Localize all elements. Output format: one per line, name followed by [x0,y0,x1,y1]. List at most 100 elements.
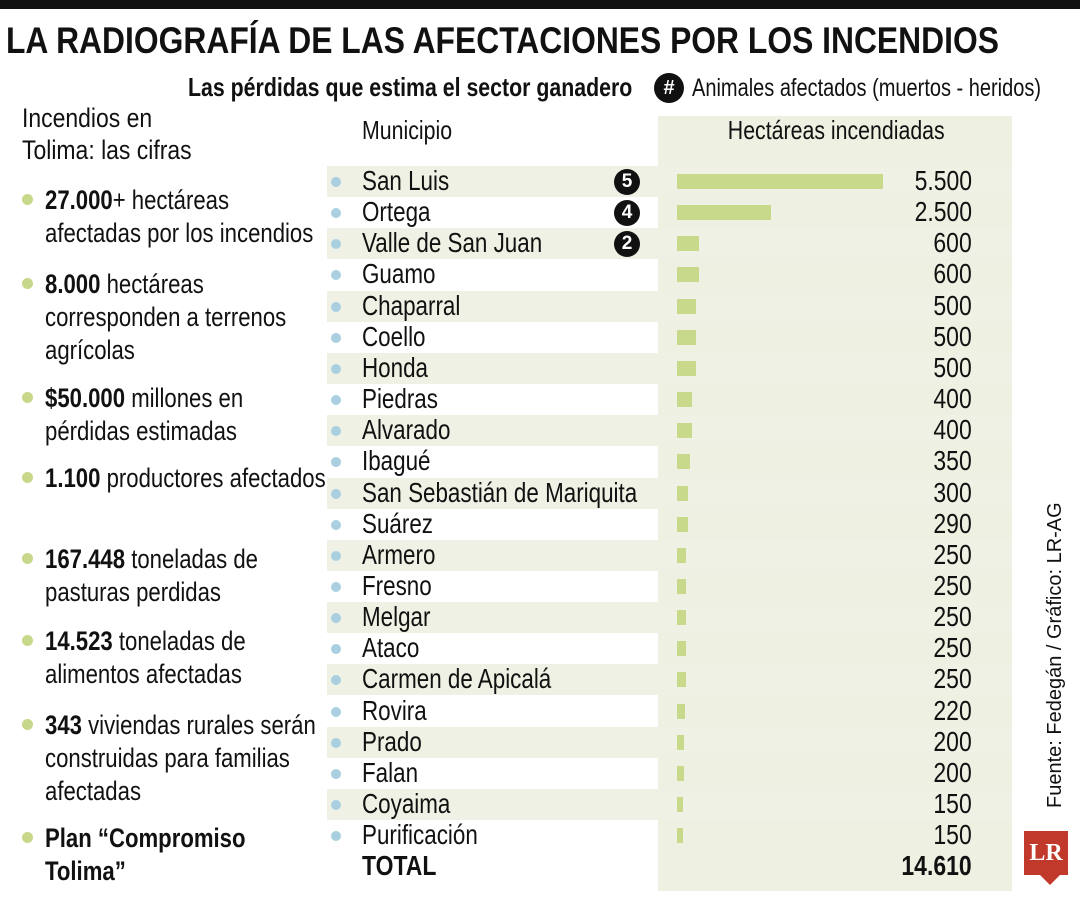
row-bullet [331,644,341,655]
chart-row: Falan 200 [327,757,1012,789]
chart-row: Piedras 400 [327,383,1012,415]
chart-row: Ataco 250 [327,632,1012,664]
hectares-value-label: 250 [933,663,972,695]
hectares-value-label: 250 [933,569,972,601]
hectares-value-label: 500 [933,351,972,383]
stat-text: 8.000 hectáreas corresponden a terrenos … [45,268,328,367]
row-bullet [331,831,341,842]
chart-row: Coello 500 [327,320,1012,353]
hectares-bar [677,174,883,189]
chart-row: San Luis 5 5.500 [327,165,1012,197]
stat-bullet [22,472,33,483]
row-bullet [331,426,341,437]
animals-affected-badge: 5 [614,169,640,195]
stat-number: 343 [45,710,82,740]
total-row: TOTAL 14.610 [327,850,1012,884]
animals-affected-badge: 2 [614,231,640,258]
total-label: TOTAL [362,850,437,881]
lr-logo: LR [1024,831,1068,875]
hectares-value-label: 400 [933,414,972,446]
stat-text: 27.000+ hectáreas afectadas por los ince… [45,184,328,250]
municipio-label: Purificación [362,819,478,851]
row-bullet [331,768,341,779]
stat-bullet [22,553,33,564]
row-bullet [331,208,341,219]
hectares-value-label: 500 [933,289,972,321]
row-bullet [331,675,341,686]
hectares-bar [677,423,692,439]
stat-text: 14.523 toneladas de alimentos afectadas [45,625,328,691]
hectares-value-label: 250 [933,632,972,664]
hectares-bar [677,205,771,221]
chart-row: Suárez 290 [327,507,1012,540]
hectares-bar [677,236,700,252]
row-bullet [331,457,341,468]
hectares-bar [677,703,686,719]
stat-item: 1.100 productores afectados [22,462,390,495]
column-header-hectareas-text: Hectáreas incendiadas [727,115,945,145]
legend-text: Animales afectados (muertos - heridos) [692,73,1042,102]
hectares-bar [677,672,687,688]
hectares-bar [677,797,683,812]
chart-row: Chaparral 500 [327,289,1012,322]
stat-number: 8.000 [45,269,101,299]
column-header-municipio: Municipio [362,115,453,145]
hectares-bar [677,765,685,781]
chart-row: San Sebastián de Mariquita 300 [327,477,1012,509]
hectares-bar [677,329,696,345]
hectares-bar [677,485,689,501]
hectares-bar [677,578,687,594]
stat-description: toneladas de alimentos afectadas [45,626,246,689]
chart-row: Purificación 150 [327,819,1012,851]
row-bullet [331,488,341,499]
stat-bullet [22,194,33,205]
stat-description: hectáreas corresponden a terrenos agríco… [45,269,287,365]
chart-row: Honda 500 [327,351,1012,384]
stat-bullet [22,832,33,843]
row-bullet [331,706,341,717]
municipio-label: Ibagué [362,445,431,477]
municipio-label: Coello [362,320,426,352]
municipio-label: Piedras [362,383,438,415]
row-bullet [331,613,341,624]
hectares-bar [677,298,696,314]
hectares-bar [677,267,700,283]
stat-number: Plan “Compromiso Tolima” [45,823,246,886]
municipio-label: Alvarado [362,414,451,446]
hectares-value-label: 600 [933,227,972,259]
stat-bullet [22,392,33,403]
hectares-value-label: 250 [933,601,972,633]
chart-row: Ibagué 350 [327,445,1012,477]
municipio-label: Carmen de Apicalá [362,663,552,695]
stat-number: 14.523 [45,626,113,656]
hectares-bar [677,516,688,532]
stat-text: 167.448 toneladas de pasturas perdidas [45,543,328,609]
hectares-value-label: 290 [933,507,972,539]
hectares-bar [677,547,687,563]
stat-number: 167.448 [45,544,126,574]
row-bullet [331,800,341,810]
stat-item: 14.523 toneladas de alimentos afectadas [22,625,390,691]
stat-number: 1.100 [45,463,101,493]
row-bullet [331,581,341,592]
municipio-label: Guamo [362,258,436,290]
row-bullet [331,395,341,406]
hectares-bar [677,454,691,470]
hectares-value-label: 150 [933,788,972,819]
stat-bullet [22,278,33,289]
row-bullet [331,519,341,530]
hectares-bar [677,360,696,376]
municipio-label: Suárez [362,507,433,539]
row-bullet [331,177,341,187]
chart-row: Fresno 250 [327,569,1012,602]
chart-subtitle: Las pérdidas que estima el sector ganade… [188,72,633,102]
stat-description: toneladas de pasturas perdidas [45,544,258,607]
hectares-bar [677,610,687,626]
stat-item: 343 viviendas rurales serán construidas … [22,709,390,808]
hectares-value-label: 150 [933,819,972,851]
chart-row: Ortega 4 2.500 [327,196,1012,228]
hectares-value-label: 220 [933,694,972,726]
row-bullet [331,239,341,250]
municipio-label: Ataco [362,632,420,664]
stat-description: + hectáreas afectadas por los incendios [45,185,314,248]
